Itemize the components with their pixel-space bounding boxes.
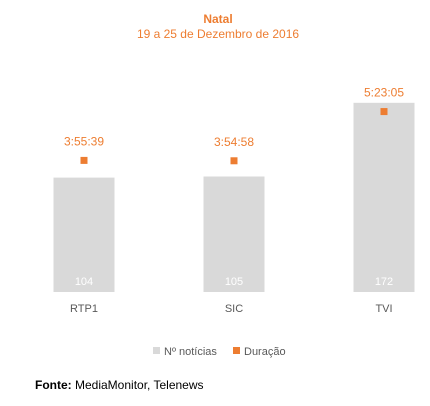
duration-marker bbox=[230, 157, 238, 165]
bar-value-label: 105 bbox=[225, 276, 243, 288]
bar-tvi bbox=[353, 102, 415, 292]
legend-swatch-news bbox=[153, 347, 160, 354]
bar-sic bbox=[203, 176, 265, 292]
bar-value-label: 172 bbox=[375, 276, 393, 288]
legend-swatch-duration bbox=[233, 347, 240, 354]
category-label: RTP1 bbox=[70, 303, 98, 315]
legend-label-duration: Duração bbox=[244, 346, 286, 358]
plot-area: 104 RTP1 3:55:39 105 SIC 3:54:58 172 TVI 5:23:05 bbox=[53, 86, 415, 315]
source-text: MediaMonitor, Telenews bbox=[75, 378, 204, 392]
duration-label: 3:55:39 bbox=[64, 134, 104, 148]
chart-subtitle: 19 a 25 de Dezembro de 2016 bbox=[137, 27, 299, 41]
duration-label: 3:54:58 bbox=[214, 135, 254, 149]
bar-rtp1 bbox=[53, 177, 115, 292]
chart-title: Natal bbox=[203, 12, 232, 26]
category-label: TVI bbox=[375, 303, 392, 315]
duration-marker bbox=[80, 156, 88, 164]
duration-label: 5:23:05 bbox=[364, 86, 404, 100]
legend-label-news: Nº notícias bbox=[164, 346, 217, 358]
source-label: Fonte: bbox=[35, 378, 72, 392]
category-label: SIC bbox=[225, 303, 243, 315]
source-note: Fonte: MediaMonitor, Telenews bbox=[35, 378, 204, 392]
duration-marker bbox=[380, 108, 388, 116]
bar-value-label: 104 bbox=[75, 276, 93, 288]
legend: Nº notícias Duração bbox=[153, 346, 286, 358]
